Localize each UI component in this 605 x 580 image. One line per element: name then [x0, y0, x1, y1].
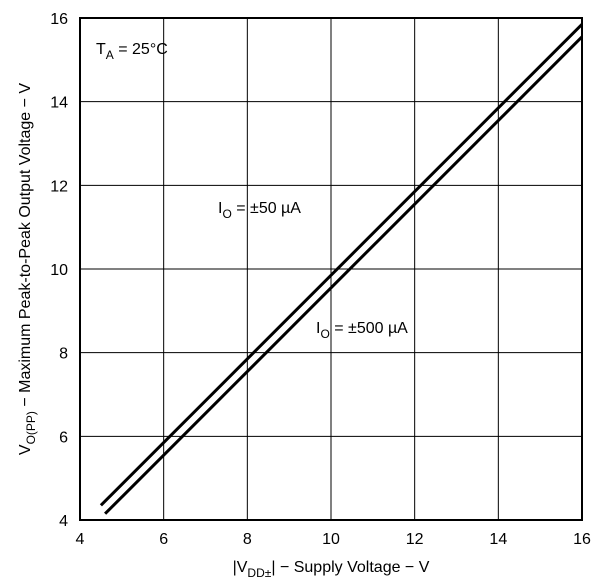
series-lines	[99, 23, 584, 515]
grid	[80, 18, 582, 520]
plot-frame	[79, 17, 583, 521]
y-tick-label: 6	[59, 429, 68, 446]
series-label-50ua: IO = ±50 µA	[218, 200, 301, 221]
y-tick-label: 12	[50, 178, 68, 195]
x-tick-label: 10	[322, 531, 340, 548]
x-axis-label: |VDD±| − Supply Voltage − V	[233, 559, 430, 580]
x-tick-label: 8	[243, 531, 252, 548]
x-tick-label: 6	[159, 531, 168, 548]
y-axis-label: VO(PP) − Maximum Peak-to-Peak Output Vol…	[17, 83, 38, 456]
series-label-500ua: IO = ±500 µA	[316, 320, 408, 341]
x-tick-label: 4	[76, 531, 85, 548]
series-line-0	[99, 23, 584, 507]
y-tick-label: 16	[50, 11, 68, 28]
y-tick-labels: 4 6 8 10 12 14 16	[50, 11, 68, 530]
series-line-1	[104, 35, 584, 515]
y-tick-label: 8	[59, 346, 68, 363]
x-tick-labels: 4 6 8 10 12 14 16	[76, 531, 591, 548]
y-tick-label: 4	[59, 513, 68, 530]
x-tick-label: 12	[406, 531, 424, 548]
y-tick-label: 10	[50, 262, 68, 279]
x-tick-label: 14	[489, 531, 507, 548]
x-tick-label: 16	[573, 531, 591, 548]
condition-label: TA = 25°C	[96, 41, 168, 62]
y-tick-label: 14	[50, 95, 68, 112]
